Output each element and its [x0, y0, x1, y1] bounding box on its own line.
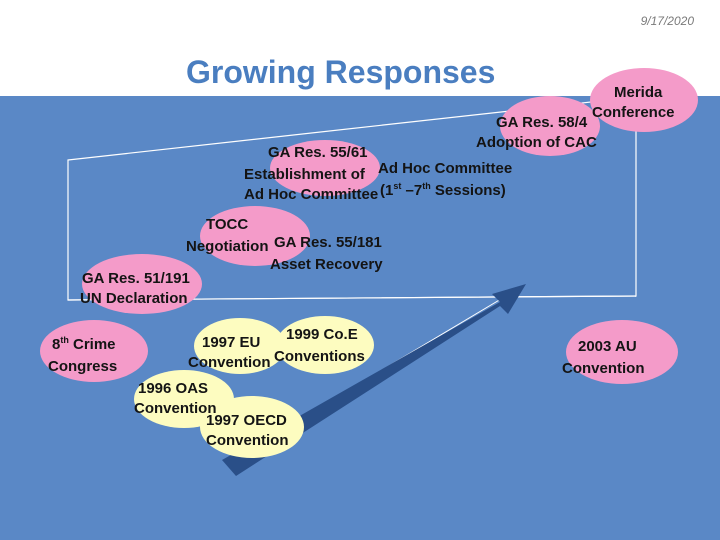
ga-res-58-4-bubble — [500, 96, 600, 156]
tocc-label-2: Negotiation — [186, 238, 269, 255]
merida-label-2: Conference — [592, 104, 675, 121]
ga-res-55-61-label-2: Establishment of — [244, 166, 365, 183]
ga-res-55-181-label-1: GA Res. 55/181 — [274, 234, 382, 251]
coe-convention-bubble — [276, 316, 374, 374]
oecd-convention-bubble — [200, 396, 304, 458]
tocc-label-1: TOCC — [206, 216, 249, 233]
au-convention-label-2: Convention — [562, 360, 645, 377]
coe-convention-label-2: Conventions — [274, 348, 365, 365]
ga-res-51-191-label-2: UN Declaration — [80, 290, 188, 307]
ga-res-51-191-bubble — [82, 254, 202, 314]
tocc-bubble — [200, 206, 310, 266]
ga-res-55-61-label-1: GA Res. 55/61 — [268, 144, 368, 161]
oecd-convention-label-1: 1997 OECD — [206, 412, 287, 429]
au-convention-bubble — [566, 320, 678, 384]
ga-res-55-181-label-2: Asset Recovery — [270, 256, 383, 273]
ga-res-58-4-label-2: Adoption of CAC — [476, 134, 597, 151]
merida-bubble — [590, 68, 698, 132]
ga-res-51-191-label-1: GA Res. 51/191 — [82, 270, 190, 287]
au-convention-label-1: 2003 AU — [578, 338, 637, 355]
ga-res-55-61-bubble — [270, 140, 380, 196]
crime-congress-label-2: Congress — [48, 358, 118, 375]
oas-convention-label-1: 1996 OAS — [138, 380, 209, 397]
oecd-convention-label-2: Convention — [206, 432, 289, 449]
slide-title: Growing Responses — [186, 54, 496, 90]
eu-convention-label-1: 1997 EU — [202, 334, 261, 351]
ga-res-55-61-label-3: Ad Hoc Committee — [378, 160, 513, 177]
eu-convention-label-2: Convention — [188, 354, 271, 371]
coe-convention-label-1: 1999 Co.E — [286, 326, 358, 343]
eu-convention-bubble — [194, 318, 286, 374]
ad-hoc-sessions-label: (1st –7th Sessions) — [380, 181, 506, 200]
merida-label-1: Merida — [614, 84, 663, 101]
crime-congress-bubble — [40, 320, 148, 382]
crime-congress-label-1: 8th Crime — [52, 335, 116, 354]
oas-convention-label-2: Convention — [134, 400, 217, 417]
ad-hoc-committee-label-1: Ad Hoc Committee — [244, 186, 379, 203]
slide-date: 9/17/2020 — [640, 14, 694, 28]
ga-res-58-4-label-1: GA Res. 58/4 — [496, 114, 588, 131]
